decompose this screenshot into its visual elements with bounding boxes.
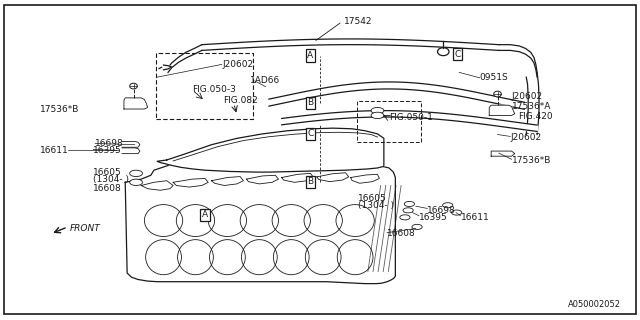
Text: (1304- ): (1304- ) (93, 175, 129, 184)
Text: 16698: 16698 (428, 206, 456, 215)
Text: 16698: 16698 (95, 139, 124, 148)
Circle shape (130, 179, 143, 186)
Text: 0951S: 0951S (479, 73, 508, 82)
Ellipse shape (493, 91, 501, 97)
Circle shape (404, 201, 415, 206)
Circle shape (130, 170, 143, 177)
Circle shape (412, 224, 422, 229)
Text: J20602: J20602 (510, 133, 541, 142)
Text: 17536*A: 17536*A (511, 102, 551, 111)
Text: 16395: 16395 (93, 146, 122, 155)
Ellipse shape (130, 83, 138, 89)
Text: 17536*B: 17536*B (511, 156, 551, 165)
Text: FIG.082: FIG.082 (223, 96, 258, 105)
Text: (1304- ): (1304- ) (358, 201, 394, 210)
Text: A: A (202, 210, 208, 219)
Ellipse shape (438, 48, 449, 56)
Text: C: C (454, 50, 460, 59)
Circle shape (400, 215, 410, 220)
Text: J20602: J20602 (511, 92, 543, 101)
Polygon shape (168, 45, 202, 72)
Text: 16395: 16395 (419, 213, 448, 222)
Circle shape (371, 112, 384, 119)
Polygon shape (125, 156, 396, 284)
Circle shape (443, 203, 453, 208)
Text: 17542: 17542 (344, 17, 372, 26)
Polygon shape (124, 98, 148, 109)
Circle shape (371, 108, 384, 114)
Text: 16605: 16605 (93, 168, 122, 177)
Polygon shape (157, 128, 384, 172)
Text: C: C (307, 129, 314, 138)
Text: 17536*B: 17536*B (40, 105, 79, 114)
Polygon shape (164, 65, 172, 70)
Text: 16608: 16608 (93, 184, 122, 193)
Text: A050002052: A050002052 (568, 300, 621, 309)
Text: B: B (307, 177, 314, 186)
Polygon shape (489, 105, 515, 116)
Polygon shape (122, 141, 140, 147)
Text: FRONT: FRONT (70, 224, 100, 233)
Text: A: A (307, 51, 314, 60)
Text: FIG.050-1: FIG.050-1 (389, 114, 433, 123)
Text: 16608: 16608 (387, 229, 416, 238)
Text: 16605: 16605 (358, 194, 387, 204)
Polygon shape (122, 148, 140, 154)
Text: J20602: J20602 (223, 60, 254, 69)
Text: 1AD66: 1AD66 (250, 76, 280, 85)
Text: 16611: 16611 (461, 213, 489, 222)
Text: 16611: 16611 (40, 146, 69, 155)
Text: B: B (307, 98, 314, 107)
Circle shape (403, 208, 413, 213)
Text: FIG.420: FIG.420 (518, 113, 552, 122)
Text: FIG.050-3: FIG.050-3 (192, 85, 236, 94)
Polygon shape (499, 45, 537, 77)
Polygon shape (526, 72, 539, 134)
Circle shape (452, 210, 462, 215)
Polygon shape (491, 151, 515, 156)
